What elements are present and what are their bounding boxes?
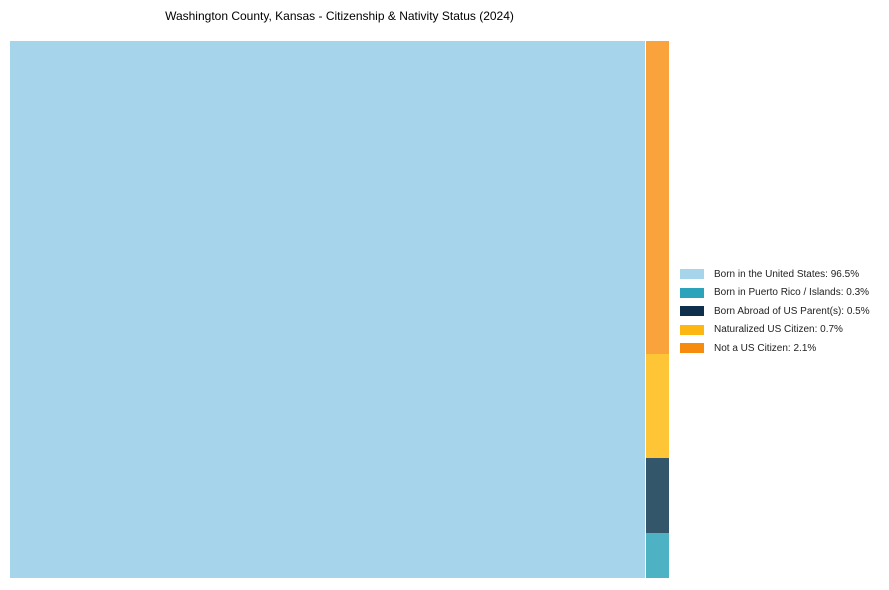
legend-item-naturalized-us-citizen: Naturalized US Citizen: 0.7% xyxy=(680,321,870,340)
legend-swatch-icon xyxy=(680,343,704,354)
treemap-segment-not-a-us-citizen xyxy=(646,41,669,354)
legend: Born in the United States: 96.5% Born in … xyxy=(680,265,870,358)
legend-label: Born in the United States: 96.5% xyxy=(714,268,860,280)
legend-item-not-a-us-citizen: Not a US Citizen: 2.1% xyxy=(680,339,870,358)
legend-swatch-icon xyxy=(680,287,704,298)
legend-swatch-icon xyxy=(680,306,704,317)
treemap-plot xyxy=(10,41,669,578)
legend-item-born-in-the-united-states: Born in the United States: 96.5% xyxy=(680,265,870,284)
legend-label: Born Abroad of US Parent(s): 0.5% xyxy=(714,305,870,317)
legend-label: Not a US Citizen: 2.1% xyxy=(714,342,817,354)
treemap-segment-naturalized-us-citizen xyxy=(646,354,669,458)
legend-item-born-abroad-of-us-parent-s: Born Abroad of US Parent(s): 0.5% xyxy=(680,302,870,321)
legend-swatch-icon xyxy=(680,269,704,280)
chart-title: Washington County, Kansas - Citizenship … xyxy=(165,9,514,23)
legend-item-born-in-puerto-rico-islands: Born in Puerto Rico / Islands: 0.3% xyxy=(680,284,870,303)
treemap-segment-born-in-puerto-rico-islands xyxy=(646,533,669,578)
legend-swatch-icon xyxy=(680,324,704,335)
legend-label: Naturalized US Citizen: 0.7% xyxy=(714,324,843,336)
treemap-segment-born-abroad-of-us-parent-s xyxy=(646,458,669,533)
treemap-segment-born-in-the-united-states xyxy=(10,41,645,578)
legend-label: Born in Puerto Rico / Islands: 0.3% xyxy=(714,287,870,299)
